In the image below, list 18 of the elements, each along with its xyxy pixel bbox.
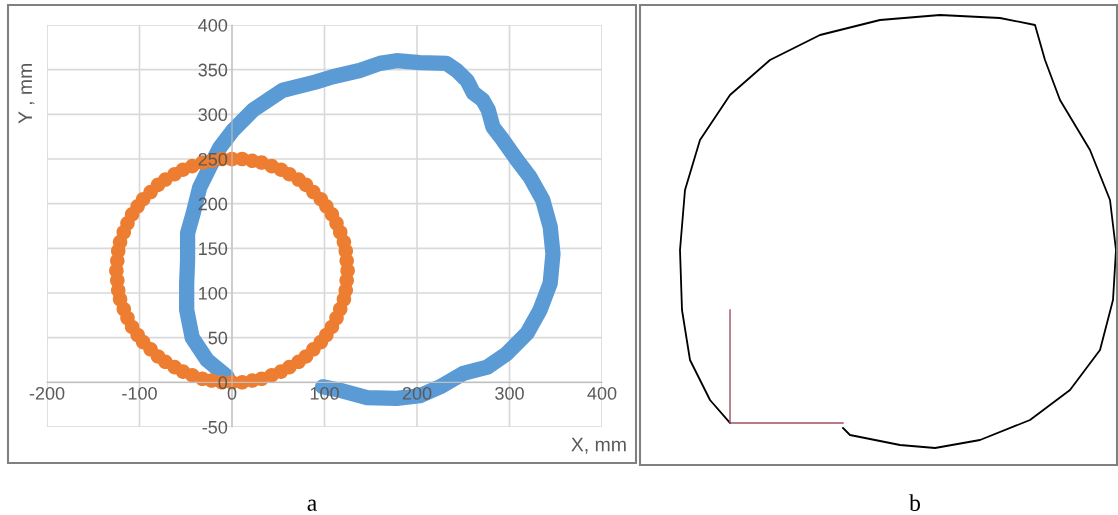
text: a (307, 499, 317, 511)
text: b (909, 494, 920, 511)
x-tick-label: 0 (227, 386, 237, 400)
x-tick-label: -200 (29, 386, 65, 400)
y-tick-label: 250 (198, 152, 228, 166)
y-tick-label: 50 (208, 331, 228, 345)
y-tick-label: 150 (199, 242, 228, 256)
y-tick-label: 350 (198, 63, 228, 77)
x-axis-title: X, mm (571, 437, 626, 454)
x-tick-label: 200 (402, 386, 432, 400)
y-axis-title: Y , mm (18, 64, 35, 124)
x-tick-label: 300 (495, 386, 524, 400)
y-tick-label: -50 (202, 420, 228, 434)
y-tick-label: 400 (198, 18, 228, 32)
x-tick-label: 400 (587, 386, 617, 400)
y-tick-label: 300 (198, 108, 228, 122)
y-tick-label: 100 (199, 286, 228, 300)
x-tick-label: -100 (122, 386, 157, 400)
